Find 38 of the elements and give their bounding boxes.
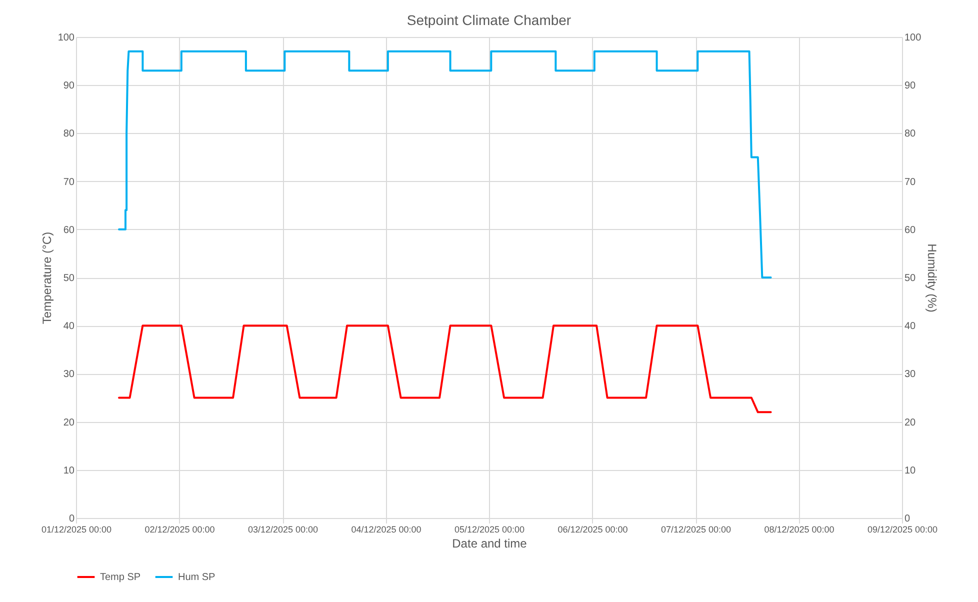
y2-tick-label: 100: [904, 32, 922, 44]
x-axis-title: Date and time: [452, 536, 528, 550]
legend-label: Hum SP: [178, 572, 216, 583]
y2-tick-label: 10: [904, 465, 916, 476]
x-tick-label: 04/12/2025 00:00: [351, 524, 422, 534]
y-tick-label: 80: [63, 128, 75, 140]
legend-label: Temp SP: [100, 572, 141, 583]
y2-tick-label: 60: [904, 224, 916, 236]
y2-tick-label: 30: [904, 369, 916, 380]
y2-tick-label: 20: [904, 417, 916, 428]
chart-title: Setpoint Climate Chamber: [406, 12, 572, 28]
y2-tick-label: 80: [904, 128, 916, 140]
line-series: [118, 50, 772, 278]
y2-tick-label: 70: [904, 176, 916, 188]
y2-tick-label: 90: [904, 80, 916, 92]
x-tick-label: 01/12/2025 00:00: [41, 524, 112, 534]
x-tick-label: 08/12/2025 00:00: [764, 524, 834, 534]
y2-tick-label: 40: [904, 321, 916, 332]
x-tick-label: 03/12/2025 00:00: [248, 524, 318, 534]
y-tick-label: 100: [58, 32, 75, 44]
x-tick-label: 06/12/2025 00:00: [558, 524, 628, 534]
y-tick-label: 50: [63, 273, 75, 284]
x-tick-label: 05/12/2025 00:00: [454, 524, 525, 534]
y-tick-label: 90: [63, 80, 75, 92]
y-tick-label: 20: [63, 417, 75, 428]
y2-tick-label: 50: [904, 273, 916, 284]
x-tick-label: 09/12/2025 00:00: [867, 524, 938, 534]
y2-tick-label: 0: [904, 514, 910, 524]
y-tick-label: 70: [63, 176, 75, 188]
x-tick-label: 07/12/2025 00:00: [660, 524, 732, 534]
y-tick-label: 40: [63, 321, 75, 332]
x-tick-label: 02/12/2025 00:00: [144, 524, 215, 534]
y-axis-title: Temperature (°C): [40, 232, 54, 324]
y2-axis-title: Humidity (%): [925, 244, 940, 312]
y-tick-label: 30: [63, 369, 75, 380]
y-tick-label: 10: [63, 465, 75, 476]
y-tick-label: 0: [68, 514, 75, 524]
y-tick-label: 60: [63, 224, 75, 236]
